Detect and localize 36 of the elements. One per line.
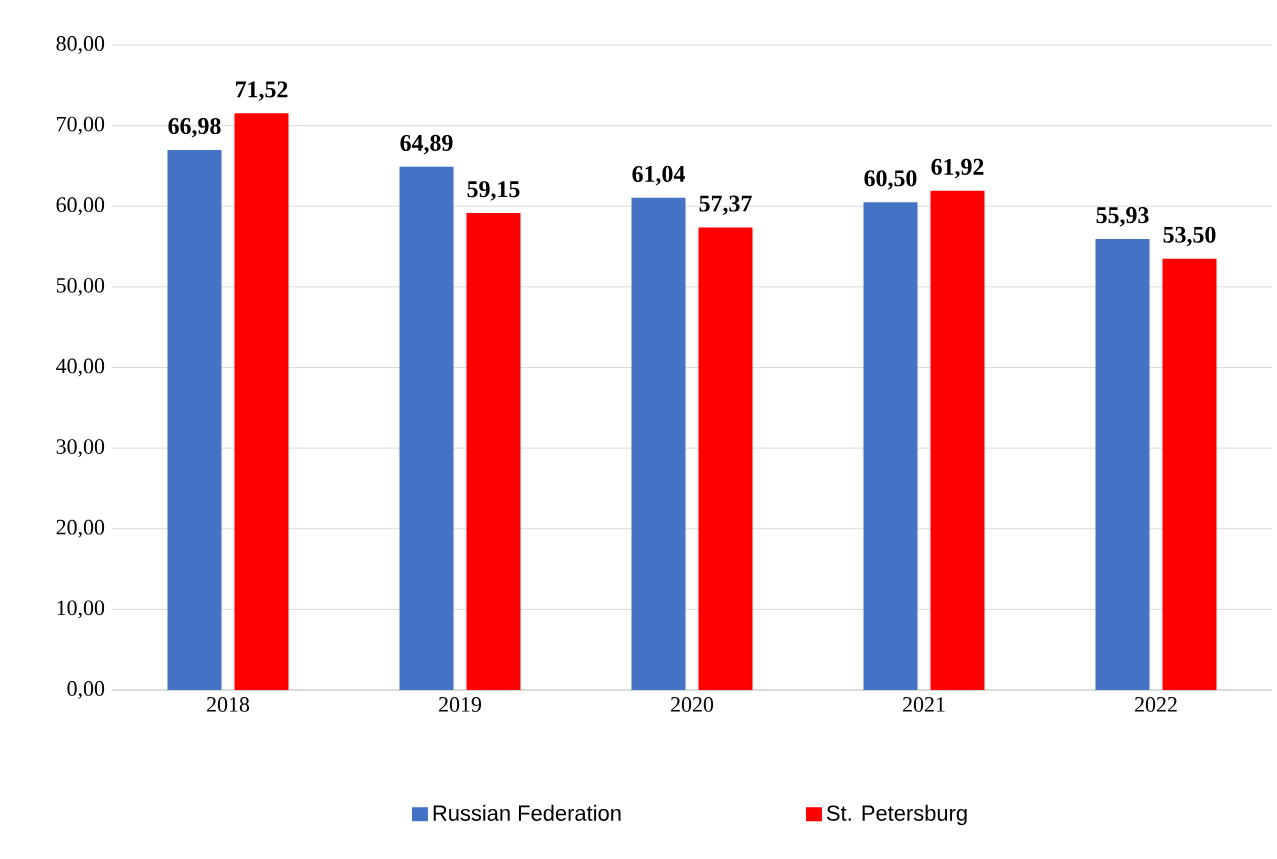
x-tick-label: 2022 <box>1135 697 1177 712</box>
y-tick-label: 50,00 <box>56 277 105 296</box>
x-tick-label: 2019 <box>439 697 482 712</box>
data-label: 61,92 <box>931 158 984 179</box>
y-tick-label: 70,00 <box>57 116 105 135</box>
data-label: 60,50 <box>864 170 917 190</box>
data-label: 53,50 <box>1163 226 1216 247</box>
y-tick-label: 10,00 <box>57 600 105 619</box>
y-tick-label: 20,00 <box>56 519 105 538</box>
bar <box>399 166 454 690</box>
y-tick-label: 40,00 <box>56 358 105 377</box>
bar <box>1095 239 1150 690</box>
bar <box>167 149 222 690</box>
x-tick-label: 2020 <box>671 697 714 712</box>
y-tick-label: 80,00 <box>56 36 105 54</box>
data-label: 59,15 <box>467 181 520 201</box>
y-tick-label: 0,00 <box>67 681 105 699</box>
bar <box>863 202 918 690</box>
bar <box>1162 258 1217 690</box>
bar <box>631 197 686 690</box>
legend-label: St. Petersburg <box>826 804 967 826</box>
data-label: 66,98 <box>168 117 221 138</box>
y-tick-label: 30,00 <box>56 439 105 458</box>
bar <box>698 227 753 690</box>
data-label: 64,89 <box>400 134 453 155</box>
data-label: 55,93 <box>1096 207 1149 227</box>
bar <box>234 113 289 690</box>
x-tick-label: 2021 <box>903 697 945 712</box>
data-label: 61,04 <box>632 165 685 186</box>
bar <box>466 213 521 690</box>
data-label: 57,37 <box>699 195 752 216</box>
bar <box>930 190 985 690</box>
x-tick-label: 2018 <box>207 697 250 712</box>
legend-label: Russian Federation <box>433 804 621 821</box>
data-label: 71,52 <box>235 81 288 101</box>
y-tick-label: 60,00 <box>56 197 105 216</box>
